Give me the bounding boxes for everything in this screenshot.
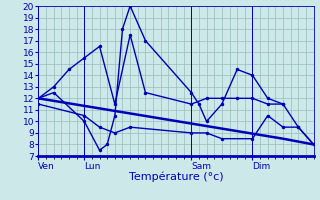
X-axis label: Température (°c): Température (°c) bbox=[129, 172, 223, 182]
